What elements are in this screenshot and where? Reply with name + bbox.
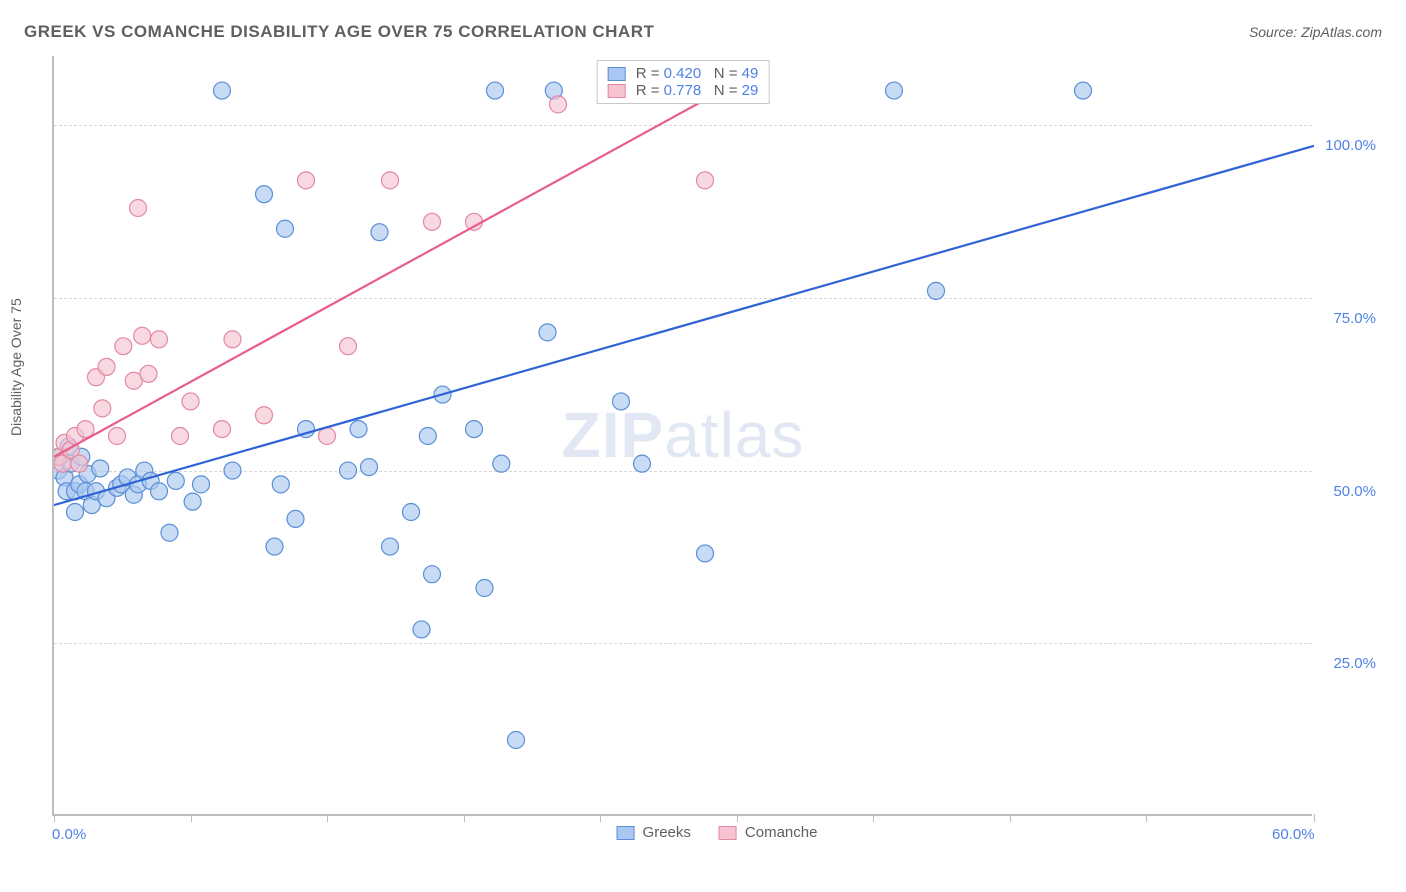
data-point	[697, 545, 714, 562]
data-point	[266, 538, 283, 555]
x-tick	[1314, 814, 1315, 822]
source-label: Source: ZipAtlas.com	[1249, 24, 1382, 40]
data-point	[419, 428, 436, 445]
data-point	[340, 338, 357, 355]
y-axis-label: Disability Age Over 75	[8, 298, 24, 436]
data-point	[182, 393, 199, 410]
trend-line	[54, 77, 747, 457]
data-point	[508, 732, 525, 749]
data-point	[214, 421, 231, 438]
series-legend-item: Greeks	[617, 824, 691, 841]
data-point	[466, 213, 483, 230]
plot-area: 25.0%50.0%75.0%100.0% Disability Age Ove…	[52, 56, 1312, 816]
data-point	[224, 331, 241, 348]
data-point	[92, 460, 109, 477]
data-point	[697, 172, 714, 189]
data-point	[167, 472, 184, 489]
data-point	[493, 455, 510, 472]
data-point	[109, 428, 126, 445]
legend-stat-text: R = 0.778 N = 29	[636, 82, 759, 99]
data-point	[634, 455, 651, 472]
data-point	[361, 459, 378, 476]
data-point	[184, 493, 201, 510]
y-tick-label: 50.0%	[1333, 483, 1376, 500]
data-point	[382, 538, 399, 555]
data-point	[256, 186, 273, 203]
plot-wrap: 25.0%50.0%75.0%100.0% Disability Age Ove…	[52, 56, 1382, 844]
data-point	[151, 483, 168, 500]
legend-swatch	[608, 84, 626, 98]
data-point	[140, 365, 157, 382]
series-legend-item: Comanche	[719, 824, 818, 841]
data-point	[256, 407, 273, 424]
legend-swatch	[617, 826, 635, 840]
data-point	[1075, 82, 1092, 99]
data-point	[403, 504, 420, 521]
legend-row: R = 0.778 N = 29	[608, 82, 759, 99]
legend-stat-text: R = 0.420 N = 49	[636, 65, 759, 82]
legend-swatch	[719, 826, 737, 840]
data-point	[424, 213, 441, 230]
data-point	[371, 224, 388, 241]
x-tick-label: 60.0%	[1272, 826, 1315, 843]
data-point	[413, 621, 430, 638]
data-point	[382, 172, 399, 189]
data-point	[71, 455, 88, 472]
data-point	[340, 462, 357, 479]
data-point	[193, 476, 210, 493]
data-point	[115, 338, 132, 355]
data-point	[487, 82, 504, 99]
data-point	[277, 220, 294, 237]
data-point	[886, 82, 903, 99]
legend-swatch	[608, 67, 626, 81]
series-legend-label: Comanche	[745, 824, 818, 841]
data-point	[928, 282, 945, 299]
data-point	[161, 524, 178, 541]
legend-row: R = 0.420 N = 49	[608, 65, 759, 82]
data-point	[466, 421, 483, 438]
correlation-legend: R = 0.420 N = 49R = 0.778 N = 29	[597, 60, 770, 104]
data-point	[151, 331, 168, 348]
y-tick-label: 100.0%	[1325, 137, 1376, 154]
y-tick-label: 75.0%	[1333, 310, 1376, 327]
trend-line	[54, 146, 1314, 505]
data-point	[214, 82, 231, 99]
data-point	[94, 400, 111, 417]
data-point	[476, 580, 493, 597]
chart-title: GREEK VS COMANCHE DISABILITY AGE OVER 75…	[24, 22, 654, 42]
data-point	[613, 393, 630, 410]
x-tick-label: 0.0%	[52, 826, 86, 843]
chart-svg	[54, 56, 1314, 816]
series-legend-label: Greeks	[643, 824, 691, 841]
data-point	[224, 462, 241, 479]
data-point	[272, 476, 289, 493]
data-point	[172, 428, 189, 445]
data-point	[130, 200, 147, 217]
header: GREEK VS COMANCHE DISABILITY AGE OVER 75…	[24, 18, 1382, 46]
data-point	[298, 172, 315, 189]
data-point	[287, 510, 304, 527]
data-point	[98, 358, 115, 375]
data-point	[134, 327, 151, 344]
series-legend: Greeks Comanche	[617, 824, 818, 841]
data-point	[350, 421, 367, 438]
data-point	[539, 324, 556, 341]
data-point	[424, 566, 441, 583]
data-point	[67, 504, 84, 521]
y-tick-label: 25.0%	[1333, 655, 1376, 672]
data-point	[550, 96, 567, 113]
